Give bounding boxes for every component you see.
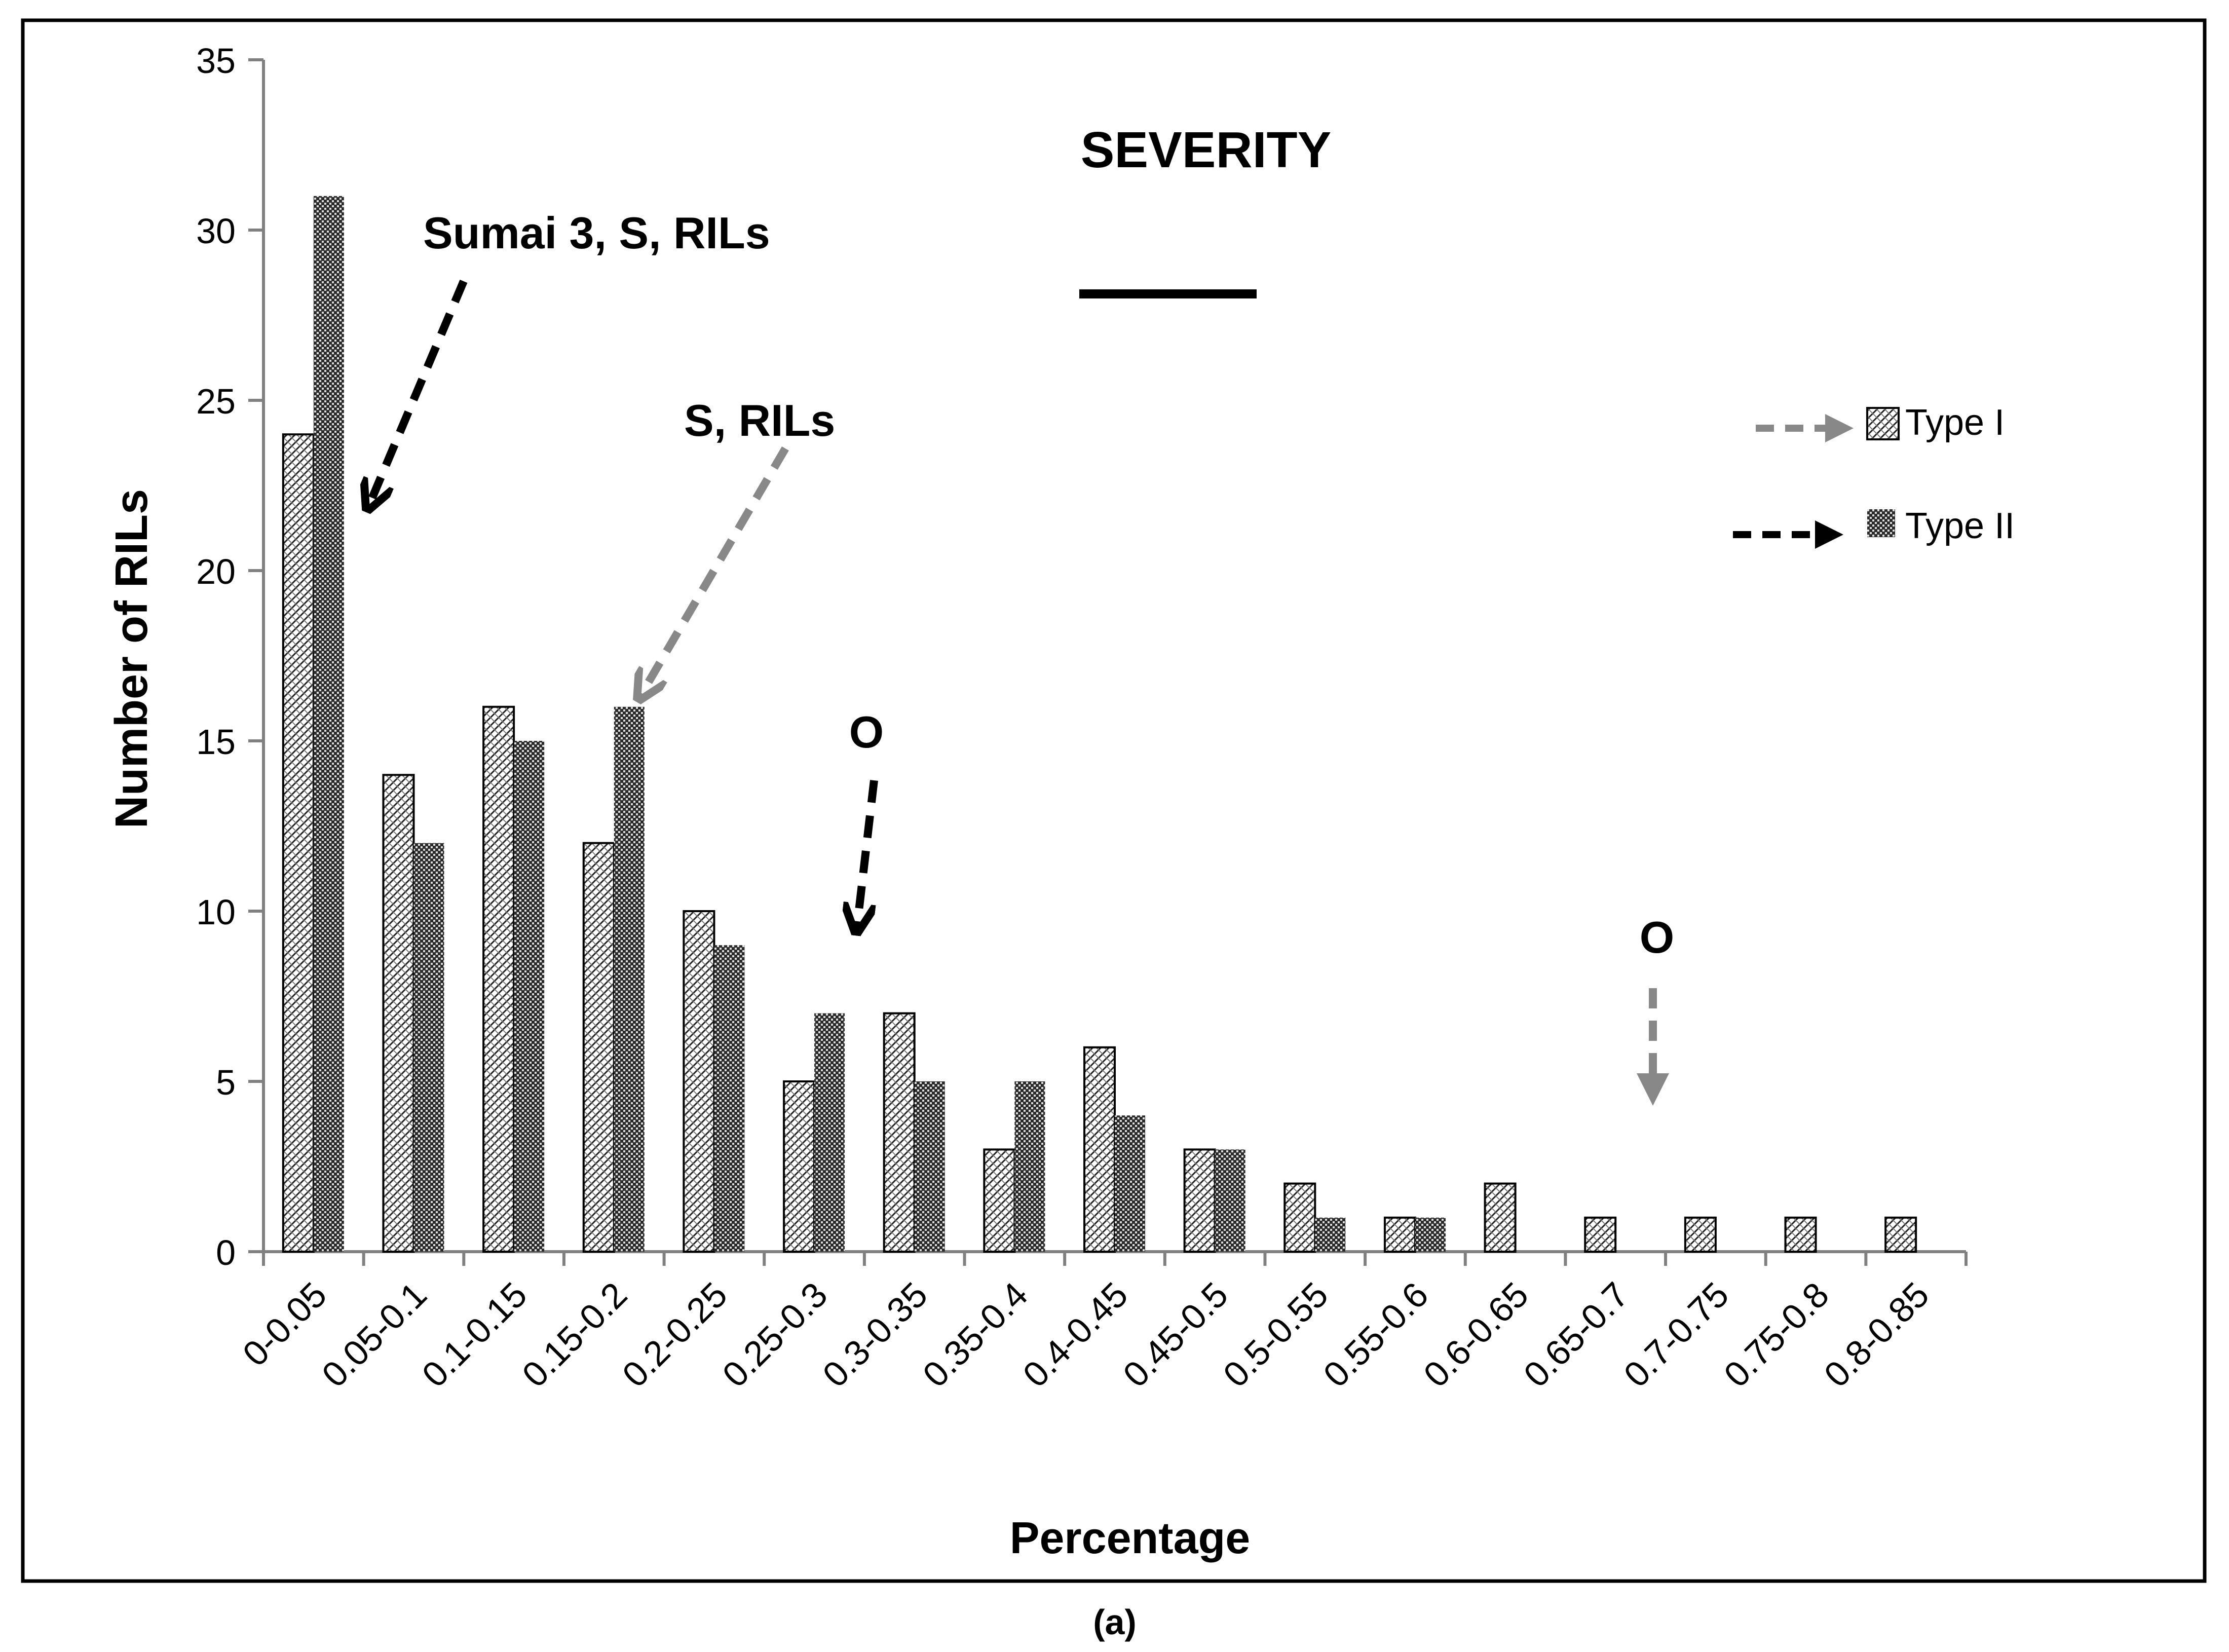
bar-type2: [714, 945, 745, 1252]
annotation-sumai3-arrow: [367, 279, 468, 509]
bar-type1: [1183, 1148, 1216, 1253]
y-tick-label: 20: [196, 552, 236, 591]
bar-type1: [482, 705, 515, 1253]
y-tick-label: 25: [196, 382, 236, 421]
bar-type2: [614, 706, 645, 1252]
bars: [282, 196, 1917, 1253]
bar-type1: [883, 1012, 916, 1253]
y-tick-label: 30: [196, 211, 236, 251]
bar-type1: [1584, 1216, 1617, 1253]
bar-type1: [1383, 1216, 1416, 1253]
bar-type1: [1484, 1182, 1517, 1253]
bar-type2: [313, 196, 344, 1252]
y-axis: 0 5 10 15 20 25 30 35: [196, 41, 265, 1272]
bar-type2: [413, 843, 444, 1252]
figure-caption: (a): [1093, 1602, 1137, 1642]
annotation-sumai3-label: Sumai 3, S, RILs: [423, 208, 770, 258]
bar-type1: [382, 774, 415, 1253]
bar-type2: [514, 741, 545, 1252]
annotation-s-rils-label: S, RILs: [684, 395, 835, 445]
y-tick-label: 35: [196, 41, 236, 81]
legend-type1-swatch: [1866, 407, 1900, 440]
bar-type1: [983, 1148, 1016, 1253]
y-tick-label: 15: [196, 722, 236, 762]
legend-type2-label: Type II: [1905, 506, 2015, 546]
y-tick-label: 10: [196, 892, 236, 932]
bar-type1: [683, 910, 715, 1253]
bar-type1: [582, 842, 615, 1253]
legend-type2-swatch: [1867, 509, 1895, 537]
legend: Type I Type II: [1733, 402, 2015, 549]
bar-type2: [914, 1081, 945, 1252]
y-axis-label: Number of RILs: [106, 489, 157, 829]
x-axis-label: Percentage: [1010, 1513, 1250, 1563]
bar-type1: [1684, 1216, 1717, 1253]
bar-type2: [1115, 1115, 1145, 1252]
bar-type1: [1884, 1216, 1917, 1253]
bar-type2: [1014, 1081, 1045, 1252]
bar-type1: [1083, 1046, 1116, 1253]
bar-type2: [1215, 1149, 1245, 1252]
legend-type1-label: Type I: [1905, 402, 2005, 443]
bar-type2: [1415, 1217, 1446, 1252]
y-tick-label: 0: [216, 1233, 236, 1272]
annotation-o2-label: O: [1640, 912, 1674, 962]
annotations: Sumai 3, S, RILs S, RILs O O: [367, 208, 1674, 1106]
bar-type1: [1784, 1216, 1817, 1253]
bar-type1: [783, 1080, 816, 1253]
bar-type2: [814, 1013, 845, 1252]
bar-type1: [282, 433, 315, 1253]
annotation-o1-arrow: [856, 780, 878, 932]
annotation-s-rils-arrow: [638, 446, 789, 699]
y-tick-label: 5: [216, 1063, 236, 1102]
bar-type1: [1283, 1182, 1316, 1253]
annotation-o1-label: O: [849, 707, 884, 757]
chart-title: SEVERITY: [1081, 122, 1332, 178]
bar-type2: [1315, 1217, 1346, 1252]
